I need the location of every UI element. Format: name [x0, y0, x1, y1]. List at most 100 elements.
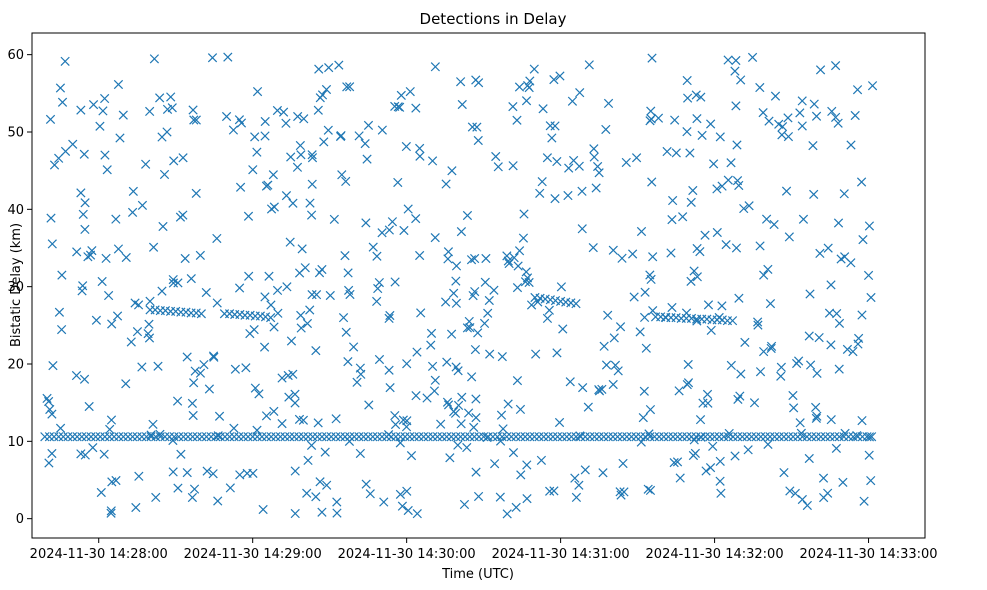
data-point: [260, 116, 270, 127]
data-point: [415, 250, 425, 261]
data-point: [777, 130, 787, 140]
data-point: [289, 432, 299, 442]
data-point: [776, 371, 786, 381]
data-point: [716, 488, 726, 498]
data-point: [331, 414, 341, 424]
data-point: [826, 280, 836, 290]
data-point: [412, 347, 422, 357]
data-point: [174, 432, 184, 442]
data-point: [372, 251, 382, 261]
data-point: [555, 71, 565, 81]
data-point: [101, 253, 111, 264]
data-point: [462, 323, 473, 333]
data-point: [797, 494, 807, 505]
data-point: [617, 432, 627, 442]
data-point: [666, 248, 676, 258]
data-point: [852, 85, 863, 95]
data-point: [96, 487, 106, 498]
data-point: [427, 156, 438, 166]
data-point: [155, 93, 165, 103]
data-point: [60, 146, 71, 157]
data-point: [471, 467, 481, 477]
data-point: [451, 298, 461, 308]
data-point: [599, 432, 609, 442]
data-point: [396, 90, 406, 100]
data-point: [317, 507, 327, 517]
data-point: [793, 356, 804, 366]
data-point: [299, 114, 309, 124]
data-point: [321, 432, 332, 442]
data-point: [692, 316, 702, 326]
data-point: [597, 384, 607, 394]
data-point: [705, 432, 715, 442]
data-point: [831, 443, 842, 454]
data-point: [49, 160, 60, 170]
data-point: [682, 379, 692, 390]
data-point: [385, 310, 395, 321]
data-point: [100, 150, 110, 160]
data-point: [107, 477, 117, 487]
data-point: [686, 197, 696, 208]
data-point: [78, 209, 88, 219]
data-point: [631, 153, 642, 163]
data-point: [405, 86, 415, 97]
data-point: [583, 402, 593, 412]
data-point: [465, 432, 475, 442]
data-point: [45, 114, 56, 125]
data-point: [654, 432, 664, 442]
data-point: [520, 277, 531, 287]
data-point: [481, 253, 491, 264]
data-point: [675, 473, 685, 483]
data-point: [48, 360, 58, 371]
data-point: [121, 379, 131, 389]
data-point: [178, 432, 189, 442]
data-point: [88, 443, 98, 453]
data-point: [234, 115, 245, 125]
data-point: [521, 96, 532, 106]
data-point: [415, 143, 425, 153]
data-point: [306, 440, 317, 450]
data-point: [377, 228, 387, 238]
data-point: [428, 432, 438, 442]
data-point: [114, 432, 124, 442]
data-point: [806, 432, 817, 442]
data-point: [54, 432, 64, 442]
data-point: [840, 428, 850, 439]
data-point: [343, 357, 353, 367]
data-point: [465, 323, 475, 333]
data-point: [685, 148, 695, 158]
data-point: [862, 432, 872, 442]
data-point: [601, 360, 612, 370]
data-point: [323, 125, 333, 135]
data-point: [430, 62, 440, 72]
data-point: [244, 271, 254, 281]
data-point: [594, 386, 605, 396]
data-point: [571, 299, 581, 309]
data-point: [610, 360, 621, 370]
data-point: [297, 244, 307, 254]
data-point: [307, 179, 317, 189]
data-point: [796, 428, 806, 438]
data-point: [535, 188, 545, 198]
data-point: [519, 209, 529, 219]
data-point: [552, 348, 562, 358]
data-point: [155, 432, 165, 442]
data-point: [785, 486, 795, 496]
data-point: [134, 471, 144, 481]
data-point: [646, 114, 656, 124]
data-point: [811, 432, 821, 442]
data-point: [588, 243, 598, 253]
data-point: [765, 432, 775, 442]
data-point: [269, 406, 279, 416]
data-point: [736, 75, 746, 85]
data-point: [325, 290, 335, 301]
data-point: [195, 250, 205, 261]
data-point: [866, 475, 876, 486]
data-point: [401, 141, 411, 152]
data-point: [402, 359, 412, 369]
data-point: [552, 156, 562, 167]
data-point: [815, 248, 825, 259]
data-point: [79, 149, 89, 159]
data-point: [214, 411, 225, 421]
data-point: [317, 90, 328, 100]
